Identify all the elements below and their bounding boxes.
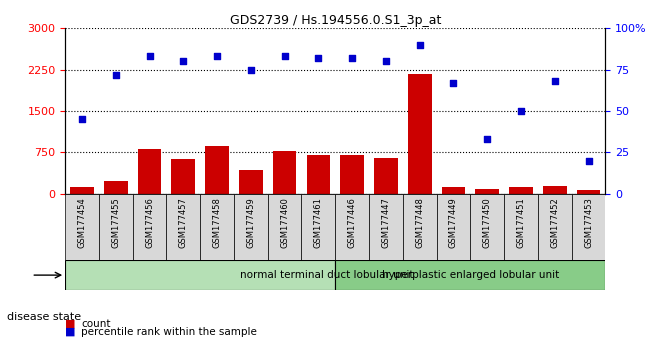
Bar — [307, 155, 330, 194]
FancyBboxPatch shape — [369, 194, 403, 260]
Text: GSM177454: GSM177454 — [77, 197, 87, 248]
Text: hyperplastic enlarged lobular unit: hyperplastic enlarged lobular unit — [381, 270, 559, 280]
Text: GSM177446: GSM177446 — [348, 197, 357, 248]
Text: GSM177448: GSM177448 — [415, 197, 424, 248]
FancyBboxPatch shape — [437, 194, 470, 260]
Point — [111, 72, 121, 78]
Bar — [104, 181, 128, 194]
Point — [381, 58, 391, 64]
Point — [178, 58, 189, 64]
Text: GSM177461: GSM177461 — [314, 197, 323, 248]
Point — [347, 55, 357, 61]
Text: normal terminal duct lobular unit: normal terminal duct lobular unit — [240, 270, 413, 280]
FancyBboxPatch shape — [201, 194, 234, 260]
Bar — [509, 187, 533, 194]
Text: ■: ■ — [65, 327, 76, 337]
Bar — [138, 149, 161, 194]
FancyBboxPatch shape — [470, 194, 504, 260]
Bar — [543, 186, 566, 194]
Text: GSM177458: GSM177458 — [213, 197, 221, 248]
Point — [516, 108, 526, 114]
Text: GSM177453: GSM177453 — [584, 197, 593, 248]
Title: GDS2739 / Hs.194556.0.S1_3p_at: GDS2739 / Hs.194556.0.S1_3p_at — [230, 14, 441, 27]
Text: GSM177447: GSM177447 — [381, 197, 391, 248]
Bar — [239, 170, 262, 194]
FancyBboxPatch shape — [133, 194, 167, 260]
Point — [583, 158, 594, 164]
Text: percentile rank within the sample: percentile rank within the sample — [81, 327, 257, 337]
Point — [313, 55, 324, 61]
FancyBboxPatch shape — [538, 194, 572, 260]
Point — [549, 79, 560, 84]
FancyBboxPatch shape — [403, 194, 437, 260]
FancyBboxPatch shape — [504, 194, 538, 260]
Point — [415, 42, 425, 48]
Text: GSM177449: GSM177449 — [449, 197, 458, 248]
Text: GSM177459: GSM177459 — [246, 197, 255, 248]
Bar — [171, 159, 195, 194]
Bar — [408, 74, 432, 194]
Point — [482, 136, 492, 142]
Bar — [340, 155, 364, 194]
Point — [449, 80, 459, 86]
Point — [145, 53, 155, 59]
FancyBboxPatch shape — [234, 194, 268, 260]
Text: GSM177460: GSM177460 — [280, 197, 289, 248]
Point — [279, 53, 290, 59]
Text: GSM177456: GSM177456 — [145, 197, 154, 248]
FancyBboxPatch shape — [65, 194, 99, 260]
Point — [212, 53, 222, 59]
Bar — [577, 190, 600, 194]
Bar — [475, 189, 499, 194]
Bar — [374, 159, 398, 194]
Bar — [441, 187, 465, 194]
Bar — [205, 146, 229, 194]
Point — [245, 67, 256, 73]
Text: ■: ■ — [65, 319, 76, 329]
Text: GSM177457: GSM177457 — [179, 197, 187, 248]
FancyBboxPatch shape — [572, 194, 605, 260]
FancyBboxPatch shape — [65, 260, 335, 290]
Text: disease state: disease state — [7, 312, 81, 322]
FancyBboxPatch shape — [99, 194, 133, 260]
Text: count: count — [81, 319, 111, 329]
FancyBboxPatch shape — [268, 194, 301, 260]
Point — [77, 116, 87, 122]
Text: GSM177455: GSM177455 — [111, 197, 120, 248]
Text: GSM177452: GSM177452 — [550, 197, 559, 248]
FancyBboxPatch shape — [335, 194, 369, 260]
FancyBboxPatch shape — [335, 260, 605, 290]
Text: GSM177451: GSM177451 — [516, 197, 525, 248]
FancyBboxPatch shape — [301, 194, 335, 260]
Bar — [70, 187, 94, 194]
Bar — [273, 151, 296, 194]
FancyBboxPatch shape — [167, 194, 201, 260]
Text: GSM177450: GSM177450 — [483, 197, 492, 248]
